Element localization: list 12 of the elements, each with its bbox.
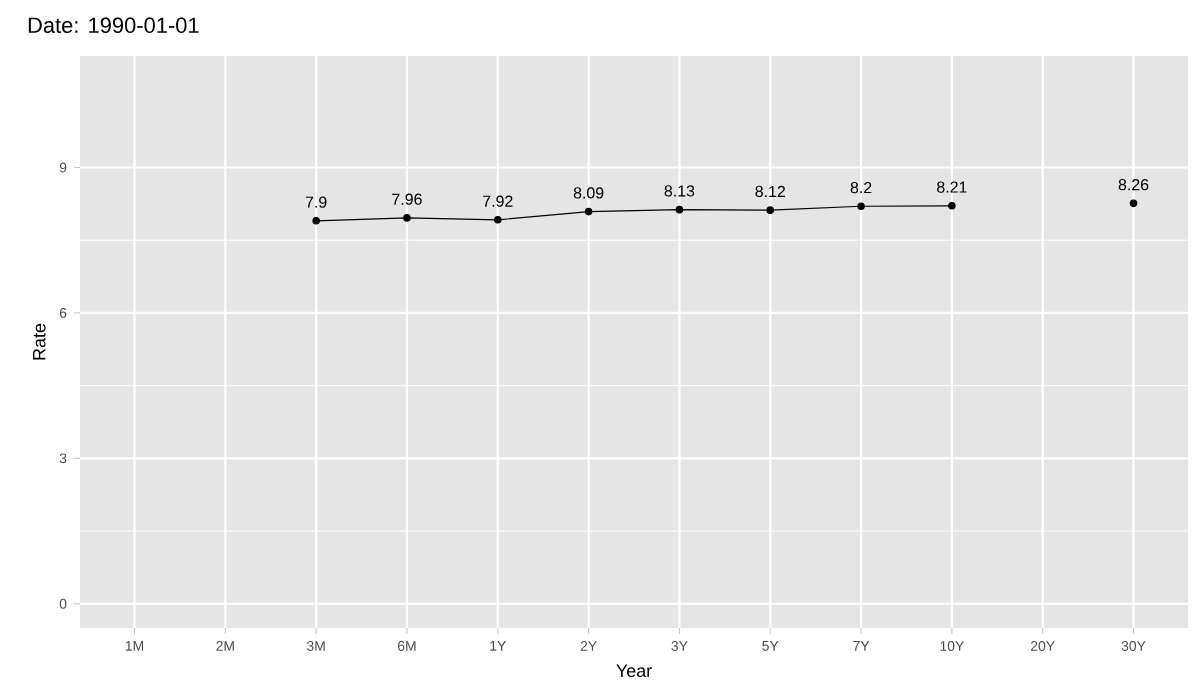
point [675,205,684,214]
chart-title: Date: 1990-01-01 [28,17,199,33]
point [494,216,502,224]
point [312,217,320,225]
point [584,207,593,216]
x-axis-title: Year [616,664,652,678]
point [1129,199,1138,208]
y-axis-title: Rate [33,323,46,360]
point [857,202,865,211]
point [766,206,775,214]
point [403,214,411,222]
point [948,201,956,210]
